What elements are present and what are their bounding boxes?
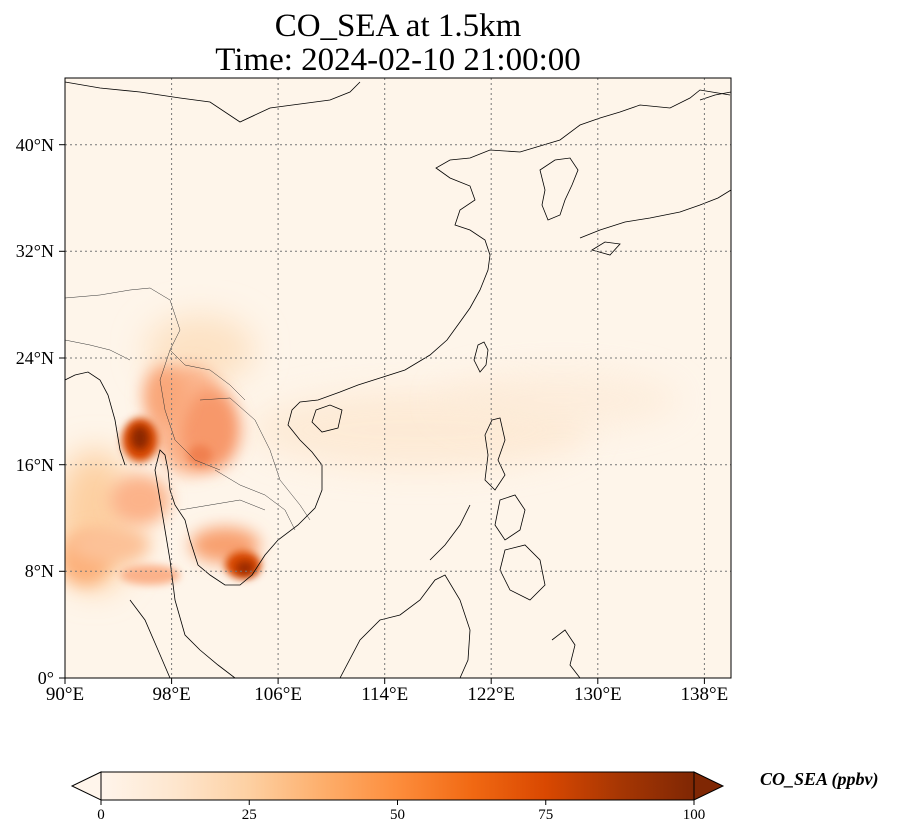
colorbar-extend-min <box>70 771 102 801</box>
map-frame <box>64 77 732 679</box>
lat-label-0: 0° <box>37 668 54 688</box>
country-borders <box>65 287 311 531</box>
colorbar <box>70 771 725 805</box>
colorbar-tick-100: 100 <box>682 807 706 823</box>
lat-label-32n: 32°N <box>15 241 54 262</box>
colorbar-extend-max <box>693 771 725 801</box>
axis-tick-marks <box>59 144 705 684</box>
lon-label-98e: 98°E <box>152 684 191 705</box>
gridlines <box>65 78 731 678</box>
lat-label-8n: 8°N <box>24 561 54 582</box>
colorbar-tick-0: 0 <box>97 807 105 823</box>
lat-label-16n: 16°N <box>15 454 54 475</box>
lon-label-114e: 114°E <box>361 684 409 705</box>
lon-label-130e: 130°E <box>573 684 622 705</box>
map-title: CO_SEA at 1.5km <box>274 8 522 44</box>
lon-label-90e: 90°E <box>45 684 85 705</box>
lat-label-40n: 40°N <box>15 134 54 155</box>
lon-label-138e: 138°E <box>680 684 729 705</box>
colorbar-gradient <box>101 772 694 800</box>
co-concentration-field <box>65 315 680 590</box>
colorbar-label: CO_SEA (ppbv) <box>760 769 879 789</box>
colorbar-tick-75: 75 <box>538 807 554 823</box>
lat-label-24n: 24°N <box>15 348 54 368</box>
colorbar-tick-25: 25 <box>241 807 257 823</box>
lon-label-106e: 106°E <box>254 684 302 705</box>
lon-label-122e: 122°E <box>467 684 516 705</box>
map-subtitle-time: Time: 2024-02-10 21:00:00 <box>215 42 581 78</box>
colorbar-tick-50: 50 <box>390 807 405 823</box>
